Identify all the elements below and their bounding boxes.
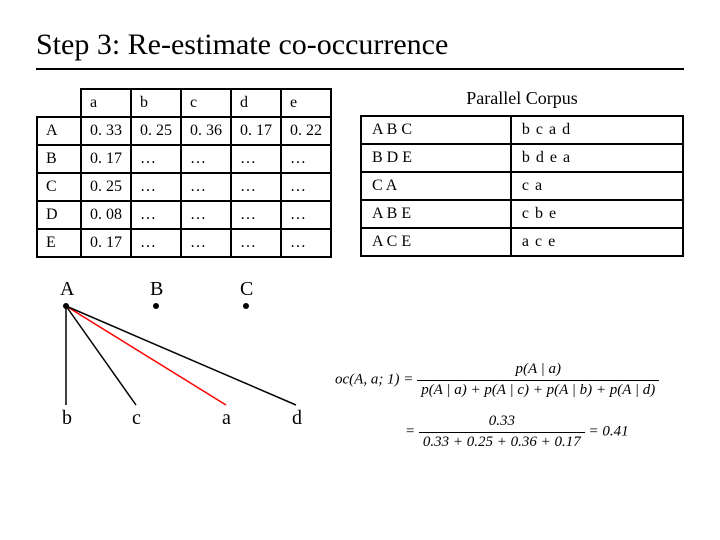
cell: … <box>181 201 231 229</box>
table-row: A C Ea c e <box>361 228 683 256</box>
col-header: c <box>181 89 231 117</box>
formula-den1: p(A | a) + p(A | c) + p(A | b) + p(A | d… <box>417 381 659 401</box>
col-header: e <box>281 89 331 117</box>
col-header: d <box>231 89 281 117</box>
table-row: D 0. 08 … … … … <box>37 201 331 229</box>
table-row: C Ac a <box>361 172 683 200</box>
parallel-corpus-table: A B Cb c a d B D Eb d e a C Ac a A B Ec … <box>360 115 684 257</box>
cell: … <box>131 229 181 257</box>
row-header: A <box>37 117 81 145</box>
cell: … <box>281 229 331 257</box>
row-header: E <box>37 229 81 257</box>
row-header: D <box>37 201 81 229</box>
cell: 0. 17 <box>81 229 131 257</box>
diagram-top-label: B <box>150 278 163 301</box>
diagram-top-label: A <box>60 278 74 301</box>
cell: b d e a <box>511 144 683 172</box>
table-row: C 0. 25 … … … … <box>37 173 331 201</box>
cell: c a <box>511 172 683 200</box>
page-title: Step 3: Re-estimate co-occurrence <box>36 28 684 62</box>
cell: … <box>131 201 181 229</box>
table-row: E 0. 17 … … … … <box>37 229 331 257</box>
table-row: A 0. 33 0. 25 0. 36 0. 17 0. 22 <box>37 117 331 145</box>
cell: … <box>281 201 331 229</box>
parallel-corpus-block: Parallel Corpus A B Cb c a d B D Eb d e … <box>360 88 684 257</box>
cell: … <box>181 229 231 257</box>
cell: B D E <box>361 144 511 172</box>
cell: A B C <box>361 116 511 144</box>
row-header: C <box>37 173 81 201</box>
cell: 0. 33 <box>81 117 131 145</box>
cell: c b e <box>511 200 683 228</box>
cell: A B E <box>361 200 511 228</box>
table-row: A B Ec b e <box>361 200 683 228</box>
cell: a c e <box>511 228 683 256</box>
cell: 0. 08 <box>81 201 131 229</box>
diagram-bottom-label: d <box>292 407 302 430</box>
cell: … <box>281 173 331 201</box>
diagram-bottom-label: a <box>222 407 231 430</box>
formula-num2: 0.33 <box>419 412 585 433</box>
row-header: B <box>37 145 81 173</box>
cell: A C E <box>361 228 511 256</box>
formula-lhs: oc(A, a; 1) = <box>335 371 413 387</box>
cell: … <box>231 229 281 257</box>
blank-cell <box>37 89 81 117</box>
formula-block: oc(A, a; 1) = p(A | a) p(A | a) + p(A | … <box>335 360 659 464</box>
cell: b c a d <box>511 116 683 144</box>
formula-den2: 0.33 + 0.25 + 0.36 + 0.17 <box>419 433 585 453</box>
diagram-bottom-label: b <box>62 407 72 430</box>
diagram-bottom-label: c <box>132 407 141 430</box>
cell: … <box>181 145 231 173</box>
formula-eq: = <box>405 423 415 439</box>
cell: C A <box>361 172 511 200</box>
formula-num1: p(A | a) <box>417 360 659 381</box>
cell: 0. 17 <box>81 145 131 173</box>
table-row: A B Cb c a d <box>361 116 683 144</box>
cell: … <box>131 145 181 173</box>
alignment-diagram: A B Cb c a d <box>36 276 356 436</box>
cooccurrence-table: a b c d e A 0. 33 0. 25 0. 36 0. 17 0. 2… <box>36 88 332 258</box>
table-row: B D Eb d e a <box>361 144 683 172</box>
cell: … <box>181 173 231 201</box>
title-underline <box>36 68 684 70</box>
table-row: B 0. 17 … … … … <box>37 145 331 173</box>
cell: 0. 25 <box>131 117 181 145</box>
col-header: b <box>131 89 181 117</box>
cell: 0. 36 <box>181 117 231 145</box>
col-header: a <box>81 89 131 117</box>
cell: … <box>231 173 281 201</box>
diagram-top-label: C <box>240 278 253 301</box>
cell: 0. 17 <box>231 117 281 145</box>
cell: … <box>131 173 181 201</box>
cell: … <box>231 201 281 229</box>
formula-result: = 0.41 <box>589 423 629 439</box>
tables-container: a b c d e A 0. 33 0. 25 0. 36 0. 17 0. 2… <box>36 88 684 258</box>
table-row: a b c d e <box>37 89 331 117</box>
cell: … <box>281 145 331 173</box>
cell: … <box>231 145 281 173</box>
cell: 0. 22 <box>281 117 331 145</box>
parallel-corpus-title: Parallel Corpus <box>360 88 684 109</box>
cell: 0. 25 <box>81 173 131 201</box>
